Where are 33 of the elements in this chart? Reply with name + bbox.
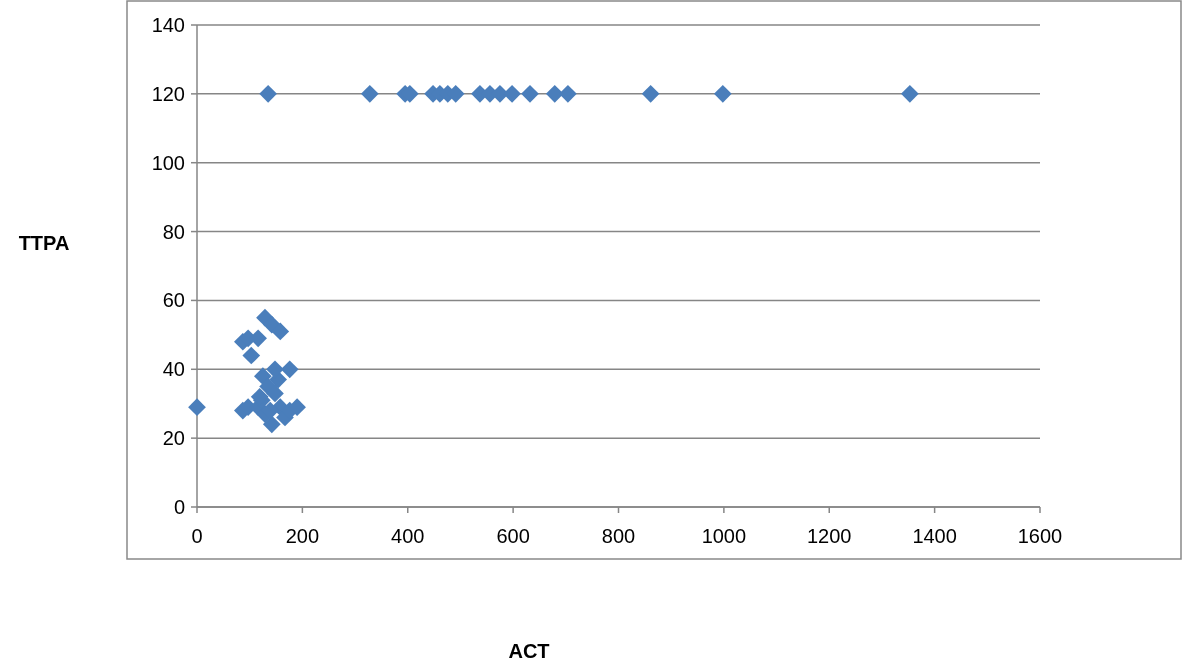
point: [713, 85, 732, 103]
point: [545, 85, 564, 103]
point: [259, 85, 277, 103]
x-tick-label: 1000: [701, 525, 747, 547]
x-tick-label: 400: [391, 525, 425, 547]
point: [360, 85, 379, 103]
x-axis-title: ACT: [508, 640, 550, 662]
point: [188, 398, 206, 417]
y-axis-title: TTPA: [18, 232, 70, 254]
x-tick-label: 800: [601, 525, 636, 547]
x-tick-label: 0: [191, 525, 203, 547]
x-tick-label: 600: [496, 525, 530, 547]
x-tick-label: 1600: [1017, 525, 1063, 547]
point: [559, 85, 577, 103]
point: [242, 346, 261, 365]
y-tick-label: 40: [162, 358, 185, 381]
x-tick-label: 200: [285, 525, 320, 547]
point: [271, 322, 290, 341]
point: [262, 415, 281, 434]
point: [641, 85, 660, 103]
x-tick-label: 1400: [912, 525, 957, 547]
y-tick-label: 0: [173, 496, 185, 518]
y-tick-label: 80: [162, 220, 185, 243]
y-tick-label: 20: [162, 427, 185, 450]
point: [266, 384, 284, 403]
y-tick-label: 140: [151, 14, 185, 36]
point: [901, 85, 919, 103]
point: [280, 360, 299, 379]
y-tick-label: 60: [162, 289, 185, 312]
y-tick-label: 100: [151, 151, 185, 174]
y-tick-label: 120: [151, 82, 185, 105]
x-tick-label: 1200: [807, 525, 852, 547]
point: [521, 85, 539, 103]
